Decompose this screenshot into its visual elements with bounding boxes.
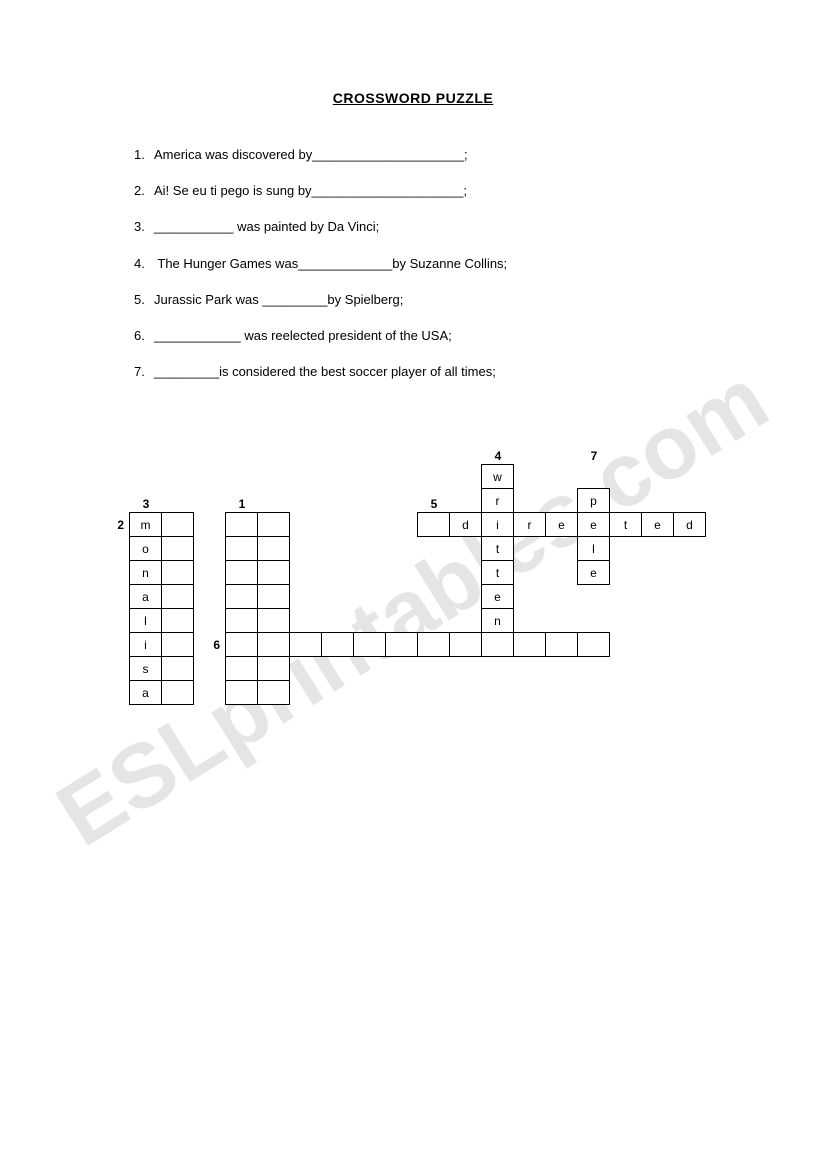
- grid-cell: [225, 584, 258, 609]
- grid-cell: [257, 632, 290, 657]
- grid-cell: [577, 632, 610, 657]
- grid-cell: [321, 632, 354, 657]
- grid-cell: [225, 512, 258, 537]
- grid-cell: i: [129, 632, 162, 657]
- clue-number: 7.: [134, 363, 154, 381]
- grid-cell: d: [673, 512, 706, 537]
- grid-cell: [257, 656, 290, 681]
- grid-cell: [385, 632, 418, 657]
- grid-cell: [161, 656, 194, 681]
- clue-item: 6.____________ was reelected president o…: [134, 327, 716, 345]
- grid-cell: e: [577, 560, 610, 585]
- grid-cell: [161, 512, 194, 537]
- clue-list: 1.America was discovered by_____________…: [134, 146, 716, 381]
- grid-cell: t: [481, 560, 514, 585]
- grid-cell: [417, 512, 450, 537]
- grid-cell: r: [513, 512, 546, 537]
- grid-cell: [161, 632, 194, 657]
- grid-cell: e: [577, 512, 610, 537]
- clue-number: 4.: [134, 255, 154, 273]
- grid-cell: r: [481, 488, 514, 513]
- grid-cell: [257, 608, 290, 633]
- grid-cell: n: [481, 608, 514, 633]
- grid-cell: [161, 680, 194, 705]
- crossword-grid-wrap: 4731526wrmdiretedpeotlnteaelnisa: [98, 441, 716, 705]
- grid-cell: [257, 680, 290, 705]
- grid-cell: [225, 608, 258, 633]
- grid-cell: [161, 560, 194, 585]
- grid-cell: t: [609, 512, 642, 537]
- grid-cell: a: [129, 680, 162, 705]
- grid-cell: e: [481, 584, 514, 609]
- grid-cell: [257, 512, 290, 537]
- clue-text: The Hunger Games was_____________by Suza…: [154, 256, 507, 271]
- grid-cell: [513, 632, 546, 657]
- clue-text: Ai! Se eu ti pego is sung by____________…: [154, 183, 467, 198]
- grid-cell: [225, 632, 258, 657]
- clue-number: 3.: [134, 218, 154, 236]
- grid-label: 3: [130, 489, 162, 513]
- grid-cell: p: [577, 488, 610, 513]
- grid-cell: o: [129, 536, 162, 561]
- grid-cell: n: [129, 560, 162, 585]
- grid-cell: [161, 608, 194, 633]
- clue-item: 3.___________ was painted by Da Vinci;: [134, 218, 716, 236]
- clue-text: Jurassic Park was _________by Spielberg;: [154, 292, 403, 307]
- clue-text: ___________ was painted by Da Vinci;: [154, 219, 379, 234]
- clue-number: 2.: [134, 182, 154, 200]
- grid-cell: [289, 632, 322, 657]
- grid-cell: m: [129, 512, 162, 537]
- grid-cell: [353, 632, 386, 657]
- grid-cell: l: [577, 536, 610, 561]
- grid-cell: s: [129, 656, 162, 681]
- grid-cell: [225, 560, 258, 585]
- grid-cell: [225, 536, 258, 561]
- grid-cell: l: [129, 608, 162, 633]
- grid-cell: e: [641, 512, 674, 537]
- clue-number: 6.: [134, 327, 154, 345]
- grid-cell: [225, 656, 258, 681]
- grid-cell: d: [449, 512, 482, 537]
- crossword-grid: 4731526wrmdiretedpeotlnteaelnisa: [98, 441, 716, 705]
- grid-label: 6: [194, 633, 226, 657]
- grid-cell: i: [481, 512, 514, 537]
- clue-item: 2.Ai! Se eu ti pego is sung by__________…: [134, 182, 716, 200]
- clue-text: America was discovered by_______________…: [154, 147, 468, 162]
- grid-cell: [161, 536, 194, 561]
- clue-item: 5.Jurassic Park was _________by Spielber…: [134, 291, 716, 309]
- grid-cell: [257, 584, 290, 609]
- clue-text: _________is considered the best soccer p…: [154, 364, 496, 379]
- grid-label: 1: [226, 489, 258, 513]
- grid-label: 2: [98, 513, 130, 537]
- clue-number: 1.: [134, 146, 154, 164]
- worksheet-page: CROSSWORD PUZZLE 1.America was discovere…: [0, 0, 826, 705]
- grid-cell: [225, 680, 258, 705]
- grid-cell: t: [481, 536, 514, 561]
- grid-label: 4: [482, 441, 514, 465]
- clue-number: 5.: [134, 291, 154, 309]
- clue-item: 1.America was discovered by_____________…: [134, 146, 716, 164]
- clue-item: 7._________is considered the best soccer…: [134, 363, 716, 381]
- grid-cell: [417, 632, 450, 657]
- grid-cell: [545, 632, 578, 657]
- grid-label: 7: [578, 441, 610, 465]
- grid-cell: [257, 536, 290, 561]
- grid-label: 5: [418, 489, 450, 513]
- grid-cell: [449, 632, 482, 657]
- grid-cell: [161, 584, 194, 609]
- grid-cell: a: [129, 584, 162, 609]
- grid-cell: [481, 632, 514, 657]
- clue-item: 4. The Hunger Games was_____________by S…: [134, 255, 716, 273]
- clue-text: ____________ was reelected president of …: [154, 328, 452, 343]
- grid-cell: [257, 560, 290, 585]
- page-title: CROSSWORD PUZZLE: [110, 90, 716, 106]
- grid-cell: w: [481, 464, 514, 489]
- grid-cell: e: [545, 512, 578, 537]
